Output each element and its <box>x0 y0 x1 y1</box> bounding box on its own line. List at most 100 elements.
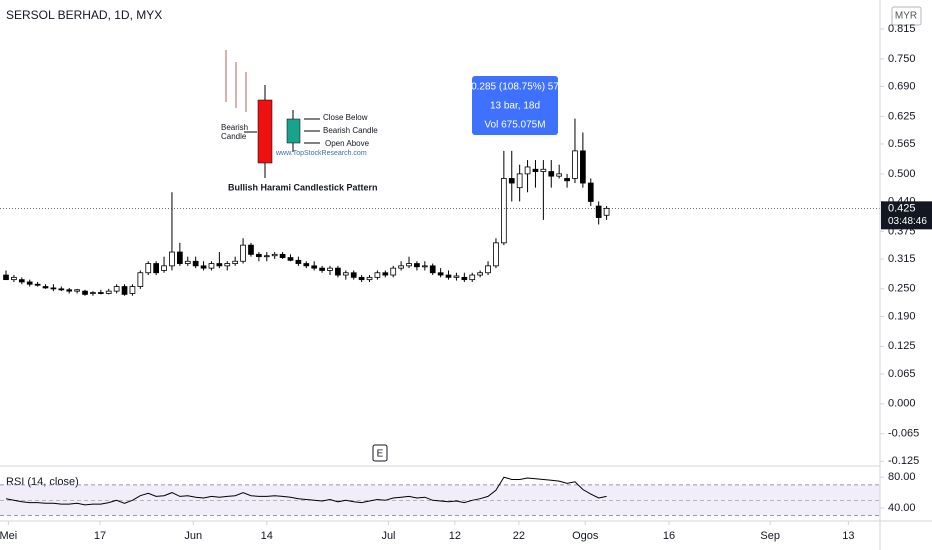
candle-body <box>335 267 341 276</box>
countdown: 03:48:46 <box>888 216 927 227</box>
y-tick-label: -0.065 <box>888 428 919 440</box>
candle-body <box>3 274 9 281</box>
chart-title: SERSOL BERHAD, 1D, MYX <box>6 8 162 22</box>
candle-body <box>224 263 231 267</box>
inset-text: Open Above <box>325 139 370 148</box>
x-tick-label: 16 <box>663 530 675 542</box>
candle-body <box>390 267 397 276</box>
inset-bearish-candle <box>257 99 273 164</box>
candle-body <box>319 267 325 271</box>
rsi-pane: RSI (14, close) <box>0 465 932 516</box>
currency[interactable]: MYR <box>895 11 917 22</box>
candle-body <box>516 173 523 189</box>
candle-body <box>279 253 286 258</box>
y-tick-label: 0.125 <box>888 340 916 352</box>
x-tick-label: Jun <box>184 530 202 542</box>
candle-body <box>42 286 49 289</box>
candle-body <box>66 289 73 292</box>
candle-body <box>311 265 318 269</box>
candle-body <box>18 279 25 283</box>
candle-body <box>524 166 531 175</box>
event-marker-text[interactable]: E <box>377 449 384 460</box>
candle-body <box>232 260 239 264</box>
inset-text: Close Below <box>323 113 368 122</box>
candle-body <box>263 255 270 258</box>
candle-body <box>145 263 152 274</box>
candle-body <box>406 263 412 267</box>
candle-body <box>532 168 539 172</box>
rsi-y-tick-label: 40.00 <box>888 502 916 514</box>
currency-button[interactable] <box>891 6 922 26</box>
candle-body <box>26 281 33 285</box>
overlay: 0.285 (108.75%) 57 13 bar, 18d Vol 675.0… <box>6 8 559 462</box>
candle-body <box>34 283 41 286</box>
measure-tooltip <box>472 76 558 135</box>
y-tick-label: 0.750 <box>888 53 916 65</box>
candle-body <box>256 253 262 258</box>
candle-body <box>461 276 468 281</box>
candle-body <box>421 265 428 268</box>
x-tick-label: 13 <box>842 530 854 542</box>
y-tick-label: 0.500 <box>888 168 916 180</box>
y-tick-label: 0.315 <box>888 253 916 265</box>
candle-body <box>240 244 246 262</box>
candle-body <box>208 263 215 269</box>
y-tick-label: 0.065 <box>888 368 916 380</box>
candle-body <box>453 275 460 278</box>
rsi-band <box>0 484 880 516</box>
inset-bg <box>214 40 390 200</box>
price-axis-bg <box>880 0 932 550</box>
y-tick-label: 0.565 <box>888 138 916 150</box>
candle-body <box>603 207 610 216</box>
last-price-box <box>881 201 932 230</box>
x-tick-label: 22 <box>513 530 525 542</box>
candle-body <box>90 292 96 294</box>
candle-body <box>429 265 436 274</box>
rsi-y-tick-label: 80.00 <box>888 471 916 483</box>
candle-body <box>508 178 515 184</box>
candle-body <box>192 260 199 267</box>
candle-body <box>327 267 333 271</box>
inset-bullish-candle <box>286 118 301 144</box>
candle-body <box>374 272 381 278</box>
pattern-inset: Bearish Candle Close Below Bearish Candl… <box>214 40 390 200</box>
x-tick-label: Sep <box>760 530 780 542</box>
inset-text: Candle <box>221 132 247 141</box>
inset-caption: Bullish Harami Candlestick Pattern <box>228 182 378 192</box>
y-tick-label: 0.815 <box>888 23 916 35</box>
candle-body <box>271 253 278 257</box>
candle-body <box>358 276 365 281</box>
candle-body <box>121 286 128 295</box>
y-tick-label: 0.000 <box>888 398 916 410</box>
event-marker[interactable] <box>372 444 388 462</box>
x-tick-label: Jul <box>381 530 395 542</box>
candle-body <box>366 276 373 281</box>
x-tick-label: Ogos <box>572 530 599 542</box>
y-tick-label: 0.250 <box>888 283 916 295</box>
candle-body <box>414 263 420 268</box>
inset-text: Bearish <box>221 123 248 132</box>
candle-body <box>11 276 17 281</box>
x-tick-label: 17 <box>94 530 106 542</box>
candle-body <box>50 287 57 290</box>
candle-body <box>105 290 112 294</box>
candle-body <box>587 182 594 202</box>
y-tick-label: -0.125 <box>888 455 919 467</box>
tooltip-text: Vol 675.075M <box>484 120 545 131</box>
candle-body <box>58 288 65 291</box>
candle-body <box>595 205 602 218</box>
candle-body <box>398 265 404 269</box>
candle-body <box>445 274 452 278</box>
candle-body <box>485 265 491 274</box>
inset-text: www.TopStockResearch.com <box>275 150 367 157</box>
candle-body <box>74 289 80 292</box>
candle-body <box>177 251 183 264</box>
candle-body <box>169 251 175 267</box>
candle-body <box>295 259 302 264</box>
inset-text: Bearish Candle <box>323 126 378 135</box>
candle-body <box>184 260 191 264</box>
candle-body <box>493 242 499 267</box>
